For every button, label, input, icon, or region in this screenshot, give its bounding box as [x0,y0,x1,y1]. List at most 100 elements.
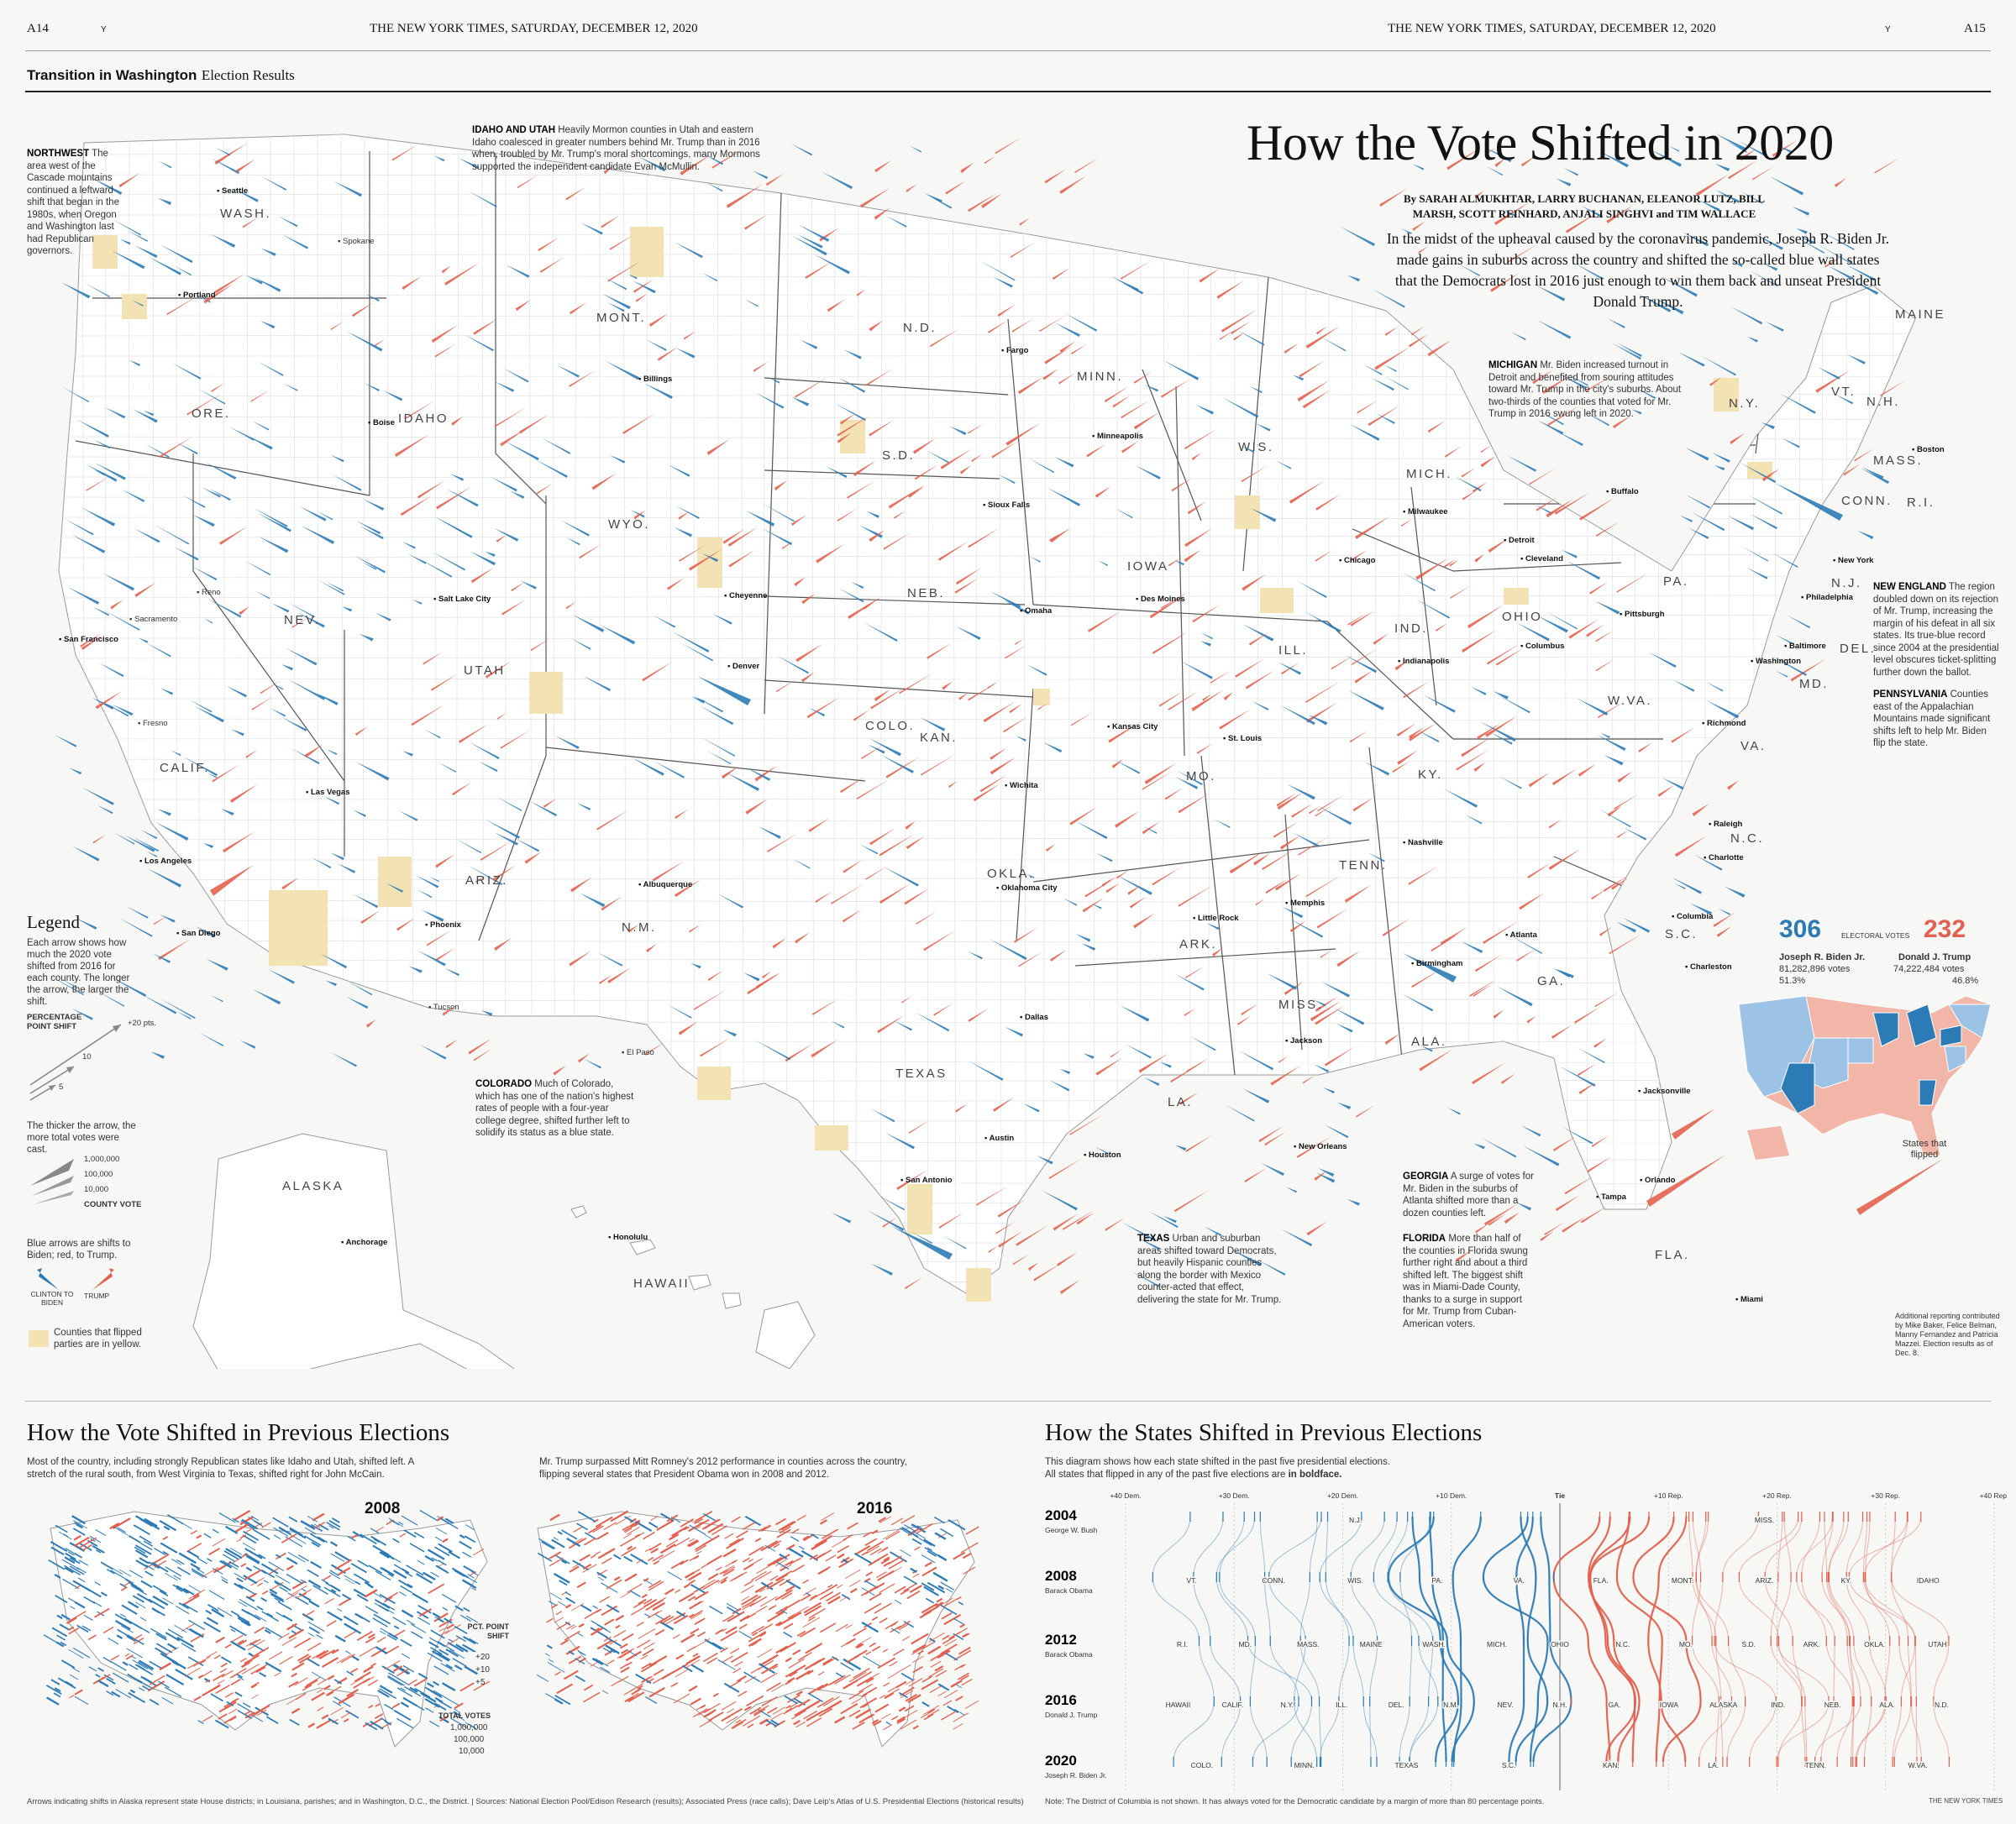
shift-arrow-red [856,778,890,799]
shift-arrow-blue [444,967,460,977]
shift-arrow-red [153,915,169,925]
shift-arrow-red [1347,613,1367,626]
state-path [1695,1516,1746,1763]
shift-arrow-red [1379,188,1407,207]
shift-arrow-red [1444,446,1462,458]
shift-arrow-blue [1242,1088,1270,1103]
shift-arrow-red [678,511,690,520]
flipped-county-patch [815,1125,848,1150]
shift-arrow-blue [1231,1249,1262,1266]
shift-arrow-blue [1453,475,1482,492]
shift-arrow-blue [1333,1008,1365,1025]
shift-arrow-red [1027,1262,1038,1271]
shift-arrow-red [1235,658,1264,678]
shift-arrow-red [1487,643,1520,665]
shift-arrow-blue [226,685,248,698]
shift-arrow-red [940,448,973,469]
shift-arrow-blue [997,474,1016,485]
shift-arrow-blue [1175,1145,1187,1151]
axis-label: +20 Dem. [1327,1491,1358,1500]
shift-arrow-blue [706,750,732,765]
shift-arrow-red [1396,723,1416,737]
shift-arrow-red [1403,680,1431,699]
state-path [1855,1516,1891,1763]
shift-arrow-blue [1041,1190,1078,1211]
shift-arrow-red [1579,498,1614,521]
shift-arrow-blue [155,821,189,841]
states-flipped-label: States that flipped [1902,1139,1947,1160]
shift-arrows [47,133,1944,1294]
shift-arrow-blue [346,996,369,1009]
shift-arrow-red [1474,954,1503,972]
shift-arrow-red [1672,1109,1715,1140]
shift-arrow-blue [1746,568,1768,579]
shift-arrow-blue [281,663,294,671]
shift-arrow-blue [606,301,625,312]
credits: Additional reporting contributed by Mike… [1895,1312,2000,1357]
shift-arrow-red [1152,867,1181,886]
shift-arrow-red [879,883,911,904]
shift-arrow-red [1440,926,1467,946]
state-abbrev: MO. [1679,1640,1693,1648]
state-path [1193,1516,1242,1763]
section-header: Transition in Washington Election Result… [27,67,295,84]
state-abbrev: NEB. [1824,1701,1841,1709]
city-label: ▪ Billings [638,375,673,384]
shift-arrow-blue [84,282,110,298]
shift-arrow-blue [408,966,423,973]
shift-arrow-red [1500,1073,1516,1084]
city-label: ▪ Atlanta [1505,930,1537,940]
axis-label: +10 Rep. [1654,1491,1683,1500]
shift-arrow-blue [326,749,338,755]
state-abbrev: W.VA. [1908,1761,1928,1769]
state-label-calif: CALIF. [160,761,211,775]
state-path [1268,1516,1322,1763]
shift-arrow-red [1298,836,1331,856]
shift-arrow-blue [153,953,171,963]
shift-arrow-red [1127,884,1142,895]
shift-arrow-red [938,1212,964,1229]
shift-arrow-red [861,744,885,759]
shift-arrow-blue [1420,1045,1433,1052]
shift-arrow-red [795,643,823,663]
shift-arrow-red [441,265,451,274]
shift-arrow-blue [1470,686,1487,695]
state-label-pa: PA. [1663,574,1689,589]
city-label: ▪ Dallas [1020,1013,1048,1022]
shift-arrow-red [1374,346,1410,370]
shift-arrow-red [1050,949,1067,962]
city-label: ▪ Sioux Falls [983,501,1031,510]
shift-arrow-blue [560,520,590,537]
shift-arrow-blue [769,377,780,384]
shift-arrow-red [1716,925,1732,937]
state-label-ill: ILL. [1278,643,1309,658]
shift-arrow-red [500,429,525,447]
shift-arrow-red [1462,629,1497,653]
shift-arrow-red [1223,692,1233,701]
shift-arrow-red [1856,1159,1944,1215]
shift-arrow-red [968,527,1000,548]
shift-arrow-red [1184,966,1205,979]
state-label-nev: NEV. [284,613,321,627]
city-label: ▪ New Orleans [1294,1142,1347,1151]
shift-arrow-blue [1493,691,1509,700]
shift-arrow-red [990,757,1016,775]
shift-arrow-blue [1054,322,1081,338]
shift-arrow-blue [1314,1064,1330,1073]
shift-arrow-red [511,581,525,592]
shift-arrow-red [1419,1049,1454,1072]
shift-arrow-red [445,1039,458,1049]
arrow-10 [29,1066,75,1094]
shift-arrow-red [1161,379,1190,398]
shift-arrow-red [1309,806,1320,815]
shift-arrow-red [1415,557,1450,580]
shift-arrow-red [1059,176,1086,195]
shift-arrow-red [1854,448,1874,462]
shift-arrow-red [536,483,554,495]
shift-arrow-red [906,184,916,192]
shift-arrow-red [1184,428,1218,449]
shift-arrow-blue [76,918,97,930]
shift-arrow-red [1495,647,1525,666]
shift-arrow-red [431,674,457,691]
shift-arrow-blue [1556,178,1572,186]
